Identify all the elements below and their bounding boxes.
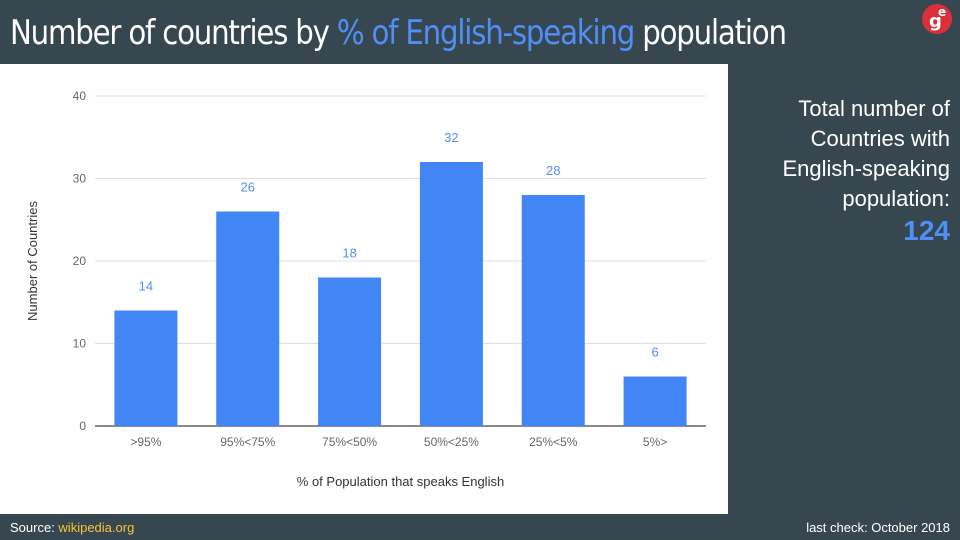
x-tick-label: 25%<5% [529, 435, 578, 449]
x-tick-label: 50%<25% [424, 435, 479, 449]
y-tick-label: 40 [73, 89, 87, 103]
bar-chart: 0 10 20 30 40 14 >95% 26 95%<75% 18 75%<50% 32 50%<2… [25, 89, 706, 489]
chart-bar [318, 277, 382, 426]
data-label: 28 [546, 163, 560, 178]
chart-bar [216, 211, 280, 426]
source-note: Source: wikipedia.org [10, 520, 134, 535]
last-check-note: last check: October 2018 [806, 520, 950, 535]
chart-panel: 0 10 20 30 40 14 >95% 26 95%<75% 18 75%<50% 32 50%<2… [0, 64, 728, 514]
x-tick-label: 5%> [643, 435, 667, 449]
y-axis-title: Number of Countries [25, 201, 40, 321]
source-label: Source: [10, 520, 59, 535]
x-tick-label: 75%<50% [322, 435, 377, 449]
data-label: 26 [241, 180, 255, 195]
y-tick-label: 0 [79, 419, 86, 433]
x-tick-label: 95%<75% [220, 435, 275, 449]
data-label: 6 [651, 345, 658, 360]
y-tick-label: 10 [73, 337, 87, 351]
source-link[interactable]: wikipedia.org [58, 520, 135, 535]
summary-total: 124 [903, 215, 950, 246]
title-prefix: Number of countries by [10, 13, 337, 53]
data-label: 18 [342, 246, 356, 261]
x-axis-title: % of Population that speaks English [297, 474, 504, 489]
title-suffix: population [634, 13, 787, 53]
y-tick-label: 30 [73, 172, 87, 186]
logo-letter-g: g [929, 11, 942, 32]
data-label: 32 [444, 130, 458, 145]
logo-letter-e: e [938, 5, 947, 19]
chart-bar [419, 162, 483, 426]
summary-panel: Total number of Countries with English-s… [740, 94, 950, 248]
page-title: Number of countries by % of English-spea… [10, 4, 787, 62]
title-accent: % of English-speaking [336, 13, 635, 53]
y-tick-label: 20 [73, 254, 87, 268]
logo-icon: g e [922, 4, 952, 34]
chart-bar [521, 195, 585, 426]
chart-bar [623, 376, 687, 426]
data-label: 14 [139, 279, 153, 294]
summary-text: Total number of Countries with English-s… [782, 96, 950, 211]
chart-bar [114, 310, 178, 426]
x-tick-label: >95% [130, 435, 161, 449]
